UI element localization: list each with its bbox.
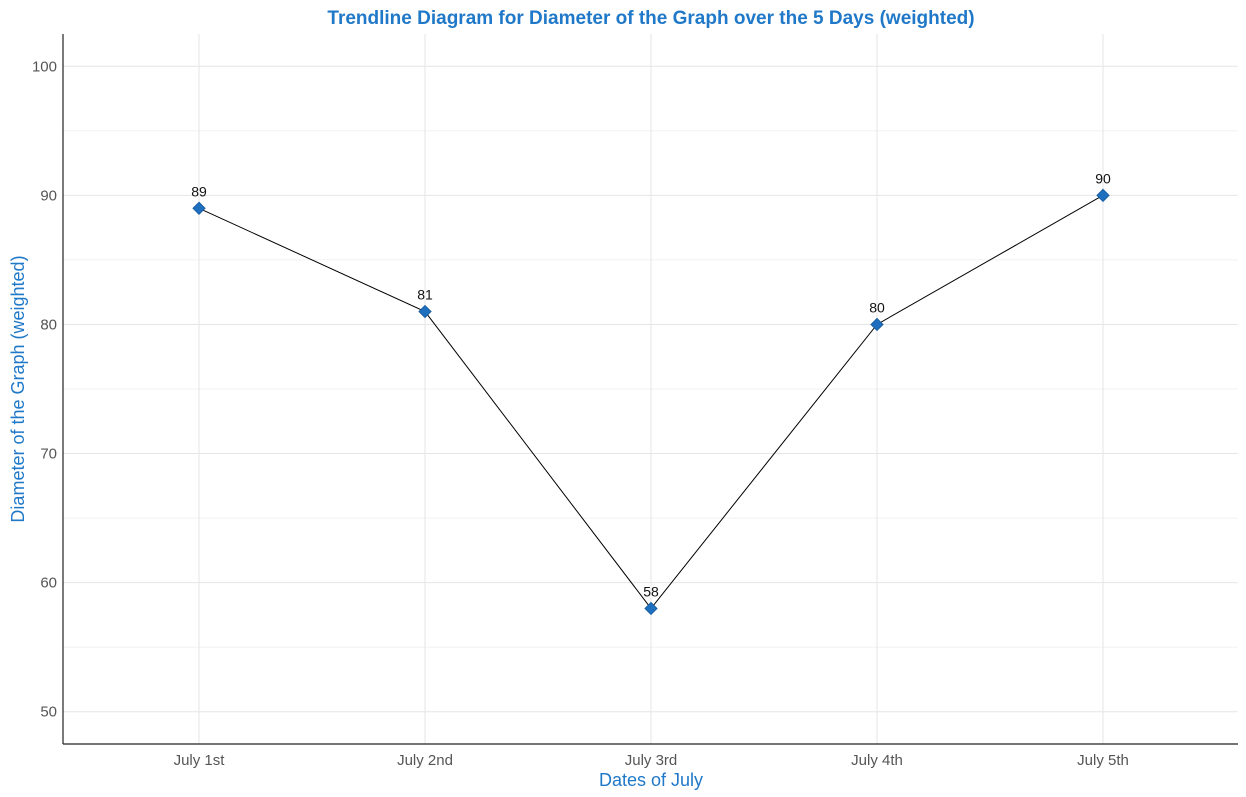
data-value-label: 90 — [1095, 170, 1111, 186]
data-value-label: 81 — [417, 287, 433, 303]
data-value-label: 89 — [191, 183, 207, 199]
x-tick-label: July 2nd — [397, 752, 453, 769]
chart-title: Trendline Diagram for Diameter of the Gr… — [327, 8, 974, 29]
data-point-marker — [192, 201, 206, 215]
data-point-marker — [418, 304, 432, 319]
y-tick-label: 60 — [40, 575, 57, 592]
x-tick-label: July 4th — [851, 752, 903, 769]
data-points — [192, 188, 1110, 616]
y-tick-label: 90 — [40, 187, 57, 204]
data-value-label: 80 — [869, 299, 885, 315]
x-tick-label: July 3rd — [625, 752, 678, 769]
grid — [63, 34, 1238, 744]
data-point-marker — [1096, 188, 1110, 203]
data-point-marker — [644, 601, 658, 616]
y-tick-label: 70 — [40, 446, 57, 463]
y-tick-label: 50 — [40, 704, 57, 721]
data-value-label: 58 — [643, 583, 659, 599]
y-tick-label: 100 — [32, 58, 57, 75]
axes — [62, 34, 1238, 745]
x-tick-label: July 1st — [174, 752, 226, 769]
x-axis-title: Dates of July — [599, 770, 703, 790]
y-axis-title: Diameter of the Graph (weighted) — [8, 255, 28, 522]
x-tick-label: July 5th — [1077, 752, 1129, 769]
y-tick-label: 80 — [40, 316, 57, 333]
tick-labels: 50 60 70 80 90 100 July 1st July 2nd July 3rd Jul… — [32, 58, 1129, 769]
data-point-marker — [870, 317, 884, 332]
data-labels: 89 81 58 80 90 — [191, 170, 1111, 599]
